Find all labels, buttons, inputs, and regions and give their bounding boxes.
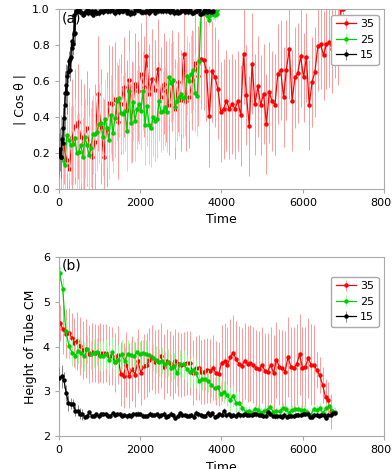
Text: (a): (a): [62, 11, 82, 25]
Text: (b): (b): [62, 258, 82, 272]
Legend: 35, 25, 15: 35, 25, 15: [331, 15, 379, 65]
X-axis label: Time: Time: [206, 461, 237, 469]
Y-axis label: | Cos θ |: | Cos θ |: [13, 74, 27, 125]
X-axis label: Time: Time: [206, 213, 237, 226]
Legend: 35, 25, 15: 35, 25, 15: [331, 277, 379, 327]
Y-axis label: Height of Tube CM: Height of Tube CM: [24, 289, 37, 404]
